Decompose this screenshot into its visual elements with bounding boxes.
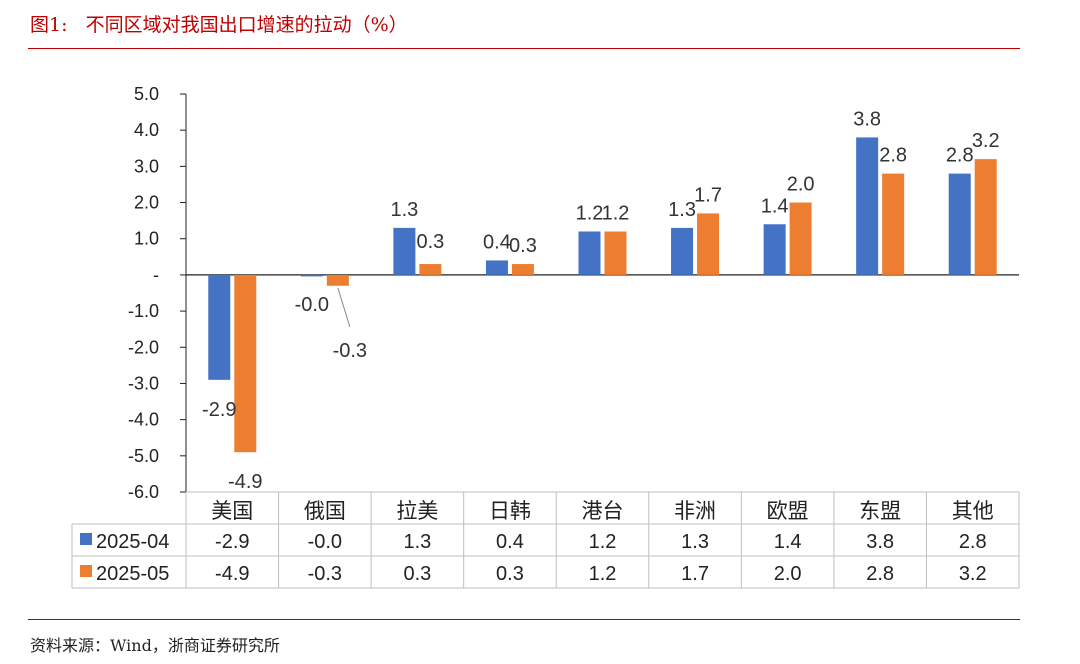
bar xyxy=(671,227,694,275)
x-category-label: 欧盟 xyxy=(767,500,809,523)
y-tick-label: - xyxy=(153,265,159,285)
x-category-label: 东盟 xyxy=(859,500,901,523)
data-label: 0.4 xyxy=(483,231,511,253)
bar xyxy=(763,224,786,275)
bar xyxy=(393,227,416,275)
legend-swatch xyxy=(80,565,92,577)
bar xyxy=(485,260,508,275)
x-category-label: 非洲 xyxy=(674,500,716,523)
y-tick-label: -2.0 xyxy=(128,337,159,357)
leader-line xyxy=(337,287,351,328)
bar xyxy=(511,264,534,275)
data-table: 美国 俄国 拉美 日韩 港台 非洲 欧盟 东盟 其他 2025-04 -2.9 -0.0 1.3 0.4 1… xyxy=(71,491,1020,589)
y-tick-label: 4.0 xyxy=(134,120,159,140)
data-label: 2.8 xyxy=(946,145,974,167)
table-cell: 0.4 xyxy=(496,531,524,553)
data-label: 2.8 xyxy=(879,145,907,167)
x-category-label: 日韩 xyxy=(489,500,531,523)
bars xyxy=(208,137,997,453)
y-tick-label: -3.0 xyxy=(128,373,159,393)
data-label: 0.3 xyxy=(509,235,537,257)
table-cell: 1.3 xyxy=(403,531,431,553)
x-category-label: 拉美 xyxy=(396,500,438,523)
table-cell: 1.3 xyxy=(681,531,709,553)
bar xyxy=(697,213,720,275)
x-category-label: 港台 xyxy=(582,500,624,523)
table-cell: 1.2 xyxy=(589,563,617,585)
table-cell: 3.2 xyxy=(959,563,987,585)
data-label: -4.9 xyxy=(228,471,262,493)
table-cell: 1.2 xyxy=(589,531,617,553)
axes: 5.0 4.0 3.0 2.0 1.0 - -1.0 -2.0 -3.0 -4.0 -5.0 -6.0 xyxy=(128,84,1019,502)
x-category-label: 其他 xyxy=(952,500,994,523)
data-label: 1.3 xyxy=(668,199,696,221)
bar xyxy=(578,231,601,275)
bar xyxy=(604,231,627,275)
data-labels: -2.9 -0.0 1.3 0.4 1.2 1.3 1.4 3.8 2.8 -4.9 -0.3 0.3… xyxy=(202,108,1000,493)
y-tick-label: 3.0 xyxy=(134,156,159,176)
data-label: 3.2 xyxy=(972,130,1000,152)
legend-swatch xyxy=(80,533,92,545)
bar xyxy=(419,264,442,275)
y-tick-label: -1.0 xyxy=(128,301,159,321)
table-cell: -4.9 xyxy=(215,563,249,585)
table-cell: 2.8 xyxy=(959,531,987,553)
data-label: -0.3 xyxy=(333,340,367,362)
data-label: -2.9 xyxy=(202,399,236,421)
bar xyxy=(856,137,879,275)
y-tick-label: 1.0 xyxy=(134,229,159,249)
bar xyxy=(208,274,231,380)
bar xyxy=(300,274,323,277)
legend-series-name: 2025-04 xyxy=(96,531,169,553)
bottom-rule xyxy=(28,619,1020,620)
data-label: 1.3 xyxy=(390,199,418,221)
bar xyxy=(326,274,349,286)
table-cell: 0.3 xyxy=(496,563,524,585)
source-note: 资料来源：Wind，浙商证券研究所 xyxy=(30,636,280,655)
data-label: 1.4 xyxy=(761,195,789,217)
legend-series-name: 2025-05 xyxy=(96,563,169,585)
y-tick-label: 5.0 xyxy=(134,84,159,104)
x-category-label: 俄国 xyxy=(304,500,346,523)
y-tick-label: -5.0 xyxy=(128,446,159,466)
x-category-label: 美国 xyxy=(211,500,253,523)
bar xyxy=(789,202,812,275)
figure-title: 图1: 不同区域对我国出口增速的拉动（%） xyxy=(30,14,408,36)
table-cell: -0.3 xyxy=(308,563,342,585)
data-label: 0.3 xyxy=(416,231,444,253)
table-cell: 1.7 xyxy=(681,563,709,585)
data-label: 1.2 xyxy=(576,202,604,224)
table-cell: 3.8 xyxy=(866,531,894,553)
data-label: 2.0 xyxy=(787,174,815,196)
y-tick-label: -6.0 xyxy=(128,482,159,502)
data-label: 1.7 xyxy=(694,184,722,206)
data-label: -0.0 xyxy=(295,294,329,316)
y-tick-label: -4.0 xyxy=(128,410,159,430)
bar xyxy=(234,274,257,453)
bar xyxy=(974,159,997,275)
y-tick-label: 2.0 xyxy=(134,193,159,213)
table-cell: -2.9 xyxy=(215,531,249,553)
table-cell: 1.4 xyxy=(774,531,802,553)
table-cell: 0.3 xyxy=(403,563,431,585)
bar xyxy=(882,173,905,275)
data-label: 3.8 xyxy=(853,108,881,130)
top-rule xyxy=(28,48,1020,49)
table-cell: -0.0 xyxy=(308,531,342,553)
table-cell: 2.0 xyxy=(774,563,802,585)
data-label: 1.2 xyxy=(602,202,630,224)
bar xyxy=(948,173,971,275)
table-cell: 2.8 xyxy=(866,563,894,585)
